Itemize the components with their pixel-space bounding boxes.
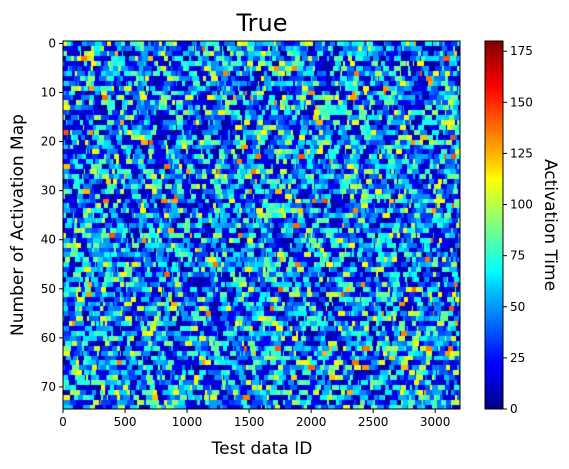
colorbar-tick-label: 150 — [510, 95, 533, 109]
colorbar-label: Activation Time — [540, 159, 560, 291]
colorbar-tick-label: 50 — [510, 300, 525, 314]
colorbar-tick-label: 100 — [510, 198, 533, 212]
chart-title: True — [236, 9, 288, 37]
colorbar-ticks: 0 25 50 75 100 125 150 175 — [503, 44, 533, 416]
x-axis-ticks: 0 500 1000 1500 2000 2500 3000 — [59, 409, 450, 429]
colorbar-tick-label: 25 — [510, 351, 525, 365]
y-tick-label: 20 — [41, 135, 56, 149]
y-tick-label: 60 — [41, 331, 56, 345]
colorbar — [484, 40, 504, 410]
x-tick-label: 500 — [114, 415, 137, 429]
colorbar-tick-label: 0 — [510, 402, 518, 416]
colorbar-tick-label: 125 — [510, 146, 533, 160]
y-tick-label: 30 — [41, 184, 56, 198]
heatmap-cells — [63, 41, 460, 409]
colorbar-tick-label: 75 — [510, 249, 525, 263]
y-tick-label: 10 — [41, 86, 56, 100]
y-axis-ticks: 0 10 20 30 40 50 60 70 — [41, 36, 63, 394]
x-tick-label: 2500 — [358, 415, 389, 429]
colorbar-tick-label: 175 — [510, 44, 533, 58]
x-tick-label: 2000 — [296, 415, 327, 429]
y-axis-label: Number of Activation Map — [8, 114, 28, 336]
y-tick-label: 50 — [41, 282, 56, 296]
plot-frame — [62, 40, 461, 410]
x-tick-label: 1500 — [234, 415, 265, 429]
y-tick-label: 70 — [41, 380, 56, 394]
y-tick-label: 40 — [41, 233, 56, 247]
y-tick-label: 0 — [48, 36, 56, 50]
x-tick-label: 0 — [59, 415, 67, 429]
x-axis-label: Test data ID — [211, 439, 313, 459]
x-tick-label: 3000 — [420, 415, 451, 429]
x-tick-label: 1000 — [172, 415, 203, 429]
